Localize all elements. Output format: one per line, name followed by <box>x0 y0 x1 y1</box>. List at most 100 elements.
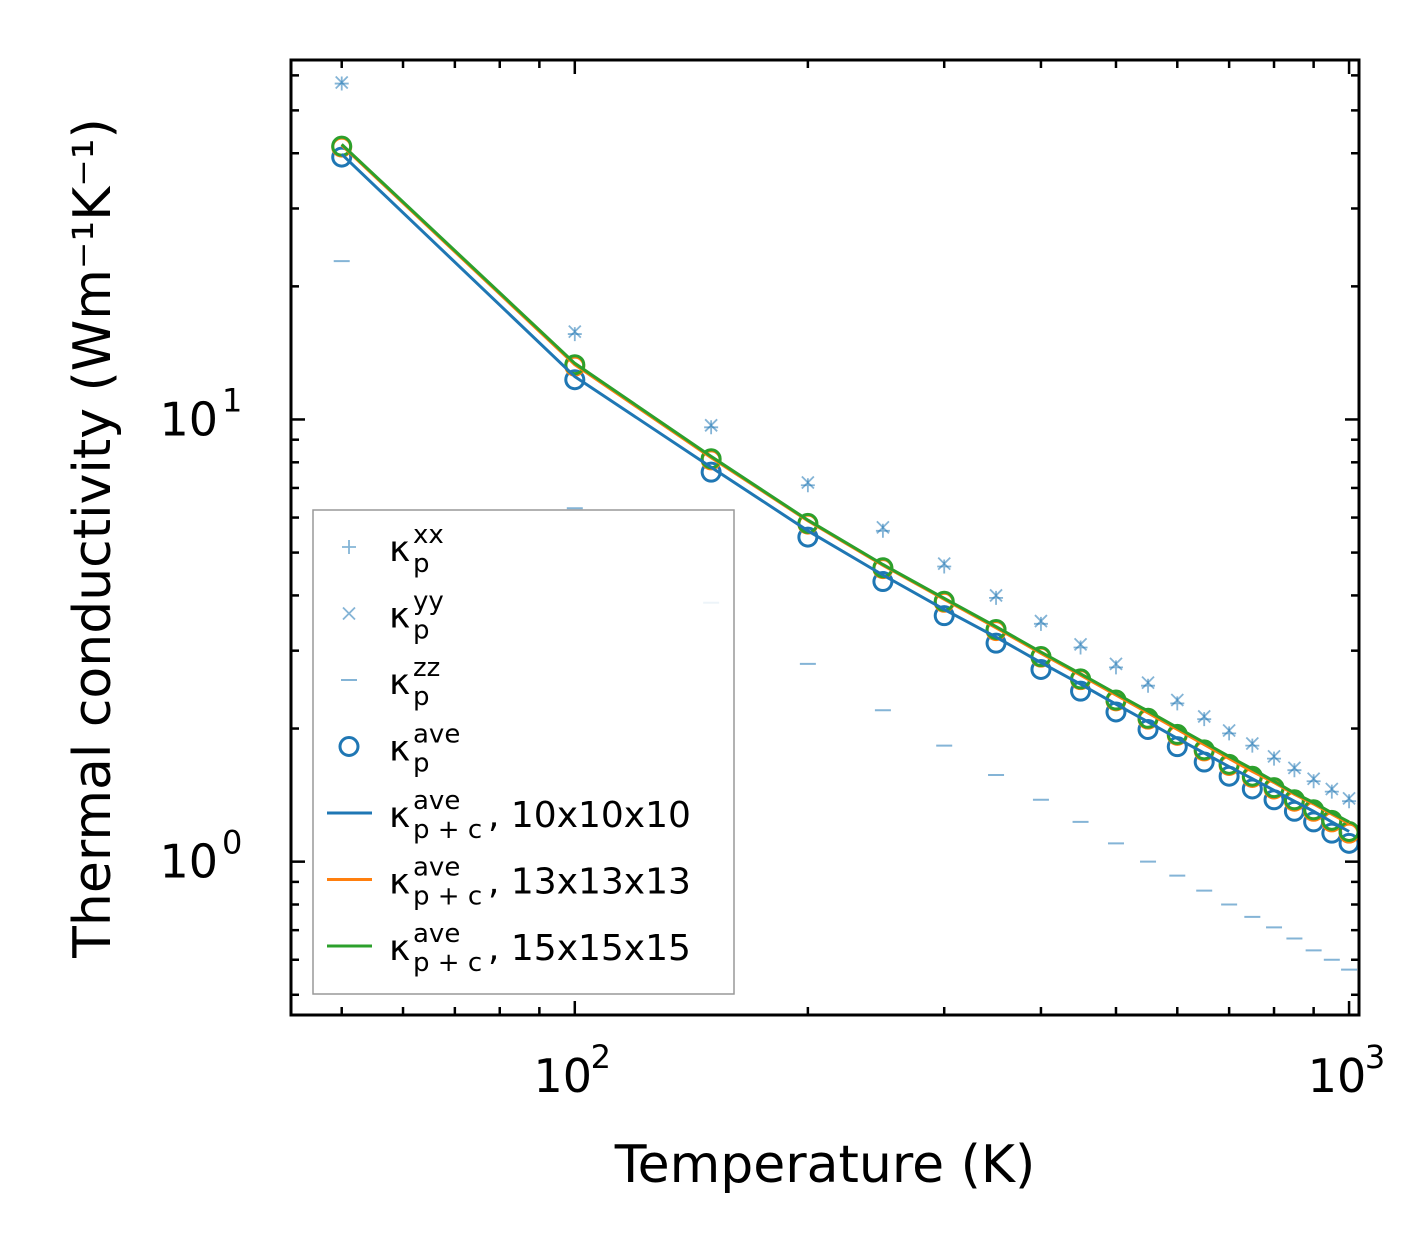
legend-swatch <box>338 736 360 757</box>
data-point-kp_yy <box>1342 791 1356 806</box>
data-point-kp_ave_15 <box>564 354 586 376</box>
series-kp_zz <box>333 260 1358 971</box>
data-point-kp_ave_10 <box>1070 680 1092 702</box>
data-point-kp_yy <box>801 475 815 490</box>
y-tick-label-exponent: 0 <box>222 824 242 862</box>
y-tick-label: 10 <box>159 392 218 446</box>
data-point-kp_xx <box>1073 640 1088 655</box>
data-point-kp_xx <box>567 327 582 342</box>
data-point-kp_xx <box>704 420 719 435</box>
data-point-kp_yy <box>1325 782 1339 796</box>
data-point-kp_yy <box>876 520 890 535</box>
data-point-kp_yy <box>1306 772 1321 786</box>
data-point-kp_yy <box>989 588 1003 603</box>
data-point-kp_xx <box>1141 678 1156 693</box>
data-point-kp_yy <box>1267 749 1281 764</box>
series-kp_yy <box>335 75 1356 806</box>
data-point-kp_yy <box>937 557 951 571</box>
data-point-kp_xx <box>1245 738 1260 753</box>
series-kpc_ave_10 <box>340 153 1350 833</box>
data-point-kp_xx <box>1342 794 1357 809</box>
legend-subscript: p + c <box>413 948 482 978</box>
legend-superscript: yy <box>413 587 444 617</box>
data-point-kp_xx <box>1306 774 1321 789</box>
y-tick-label: 10 <box>159 835 218 889</box>
legend-symbol: κ <box>389 529 410 570</box>
series-kp_xx <box>334 76 1357 809</box>
data-point-kp_xx <box>1287 763 1302 778</box>
data-point-kp_yy <box>1141 676 1155 690</box>
x-tick-label-exponent: 3 <box>1365 1038 1385 1076</box>
x-axis-title: Temperature (K) <box>614 1135 1036 1195</box>
legend-subscript: p + c <box>413 882 482 912</box>
legend-subscript: p <box>413 616 430 646</box>
legend-entry-kp_yy: κ yyp <box>342 587 444 646</box>
legend-box <box>312 509 735 995</box>
data-point-kp_ave_10 <box>564 369 586 391</box>
legend-symbol: κ <box>389 596 410 637</box>
plot-area <box>331 75 1360 971</box>
data-point-kp_ave_10 <box>331 146 353 168</box>
data-point-kp_yy <box>335 75 349 90</box>
legend-symbol: κ <box>389 795 410 836</box>
data-point-kp_xx <box>875 523 890 538</box>
data-point-kp_yy <box>1073 637 1088 652</box>
tick-marks <box>291 60 1359 1015</box>
legend-swatch <box>342 540 356 554</box>
x-tick-label: 10 <box>534 1049 593 1103</box>
y-tick-label-exponent: 1 <box>222 381 242 419</box>
legend-suffix: , 15x15x15 <box>488 928 691 969</box>
legend-superscript: ave <box>413 786 460 816</box>
legend-symbol: κ <box>389 662 410 703</box>
data-point-kp_xx <box>1108 660 1123 675</box>
data-point-kp_xx <box>1267 751 1282 766</box>
series-kpc_ave_15 <box>340 143 1350 824</box>
legend-entry-kp_xx: κ xxp <box>342 520 444 579</box>
data-point-kp_yy <box>1170 693 1184 707</box>
legend-swatch <box>342 606 356 621</box>
data-point-kp_yy <box>1109 657 1123 671</box>
legend-subscript: p <box>413 749 430 779</box>
data-point-kp_xx <box>1033 616 1048 631</box>
data-point-kp_yy <box>1034 614 1048 628</box>
legend-subscript: p + c <box>413 815 482 845</box>
data-point-kp_yy <box>568 324 582 339</box>
data-point-kp_xx <box>989 590 1004 605</box>
legend-symbol: κ <box>389 862 410 903</box>
data-point-kp_yy <box>1287 761 1302 775</box>
series-line-kpc_ave_15 <box>340 143 1350 824</box>
legend-superscript: ave <box>413 853 460 883</box>
data-point-kp_yy <box>1197 709 1211 724</box>
legend-entry-kp_zz: κ zzp <box>341 653 440 712</box>
axes-frame <box>289 58 1361 1017</box>
data-point-kp_yy <box>1245 736 1259 751</box>
data-point-kp_yy <box>704 418 718 432</box>
data-point-kp_xx <box>1197 712 1212 727</box>
legend-superscript: ave <box>413 720 460 750</box>
data-point-kp_xx <box>1170 696 1185 711</box>
data-point-kp_yy <box>1222 723 1236 738</box>
data-point-kp_xx <box>937 559 952 574</box>
legend-symbol: κ <box>389 729 410 770</box>
data-point-kp_xx <box>1222 726 1237 741</box>
legend-subscript: p <box>413 682 430 712</box>
x-tick-label: 10 <box>1308 1049 1367 1103</box>
legend-suffix: , 13x13x13 <box>488 862 691 903</box>
y-axis-title: Thermal conductivity (Wm⁻¹K⁻¹) <box>63 118 123 959</box>
legend-superscript: xx <box>413 520 444 550</box>
legend-superscript: ave <box>413 919 460 949</box>
x-tick-label-exponent: 2 <box>591 1038 611 1076</box>
legend-subscript: p <box>413 549 430 579</box>
legend-suffix: , 10x10x10 <box>488 795 691 836</box>
legend-symbol: κ <box>389 928 410 969</box>
data-point-kp_xx <box>800 478 815 493</box>
data-point-kp_xx <box>1324 784 1339 799</box>
legend-superscript: zz <box>413 653 440 683</box>
